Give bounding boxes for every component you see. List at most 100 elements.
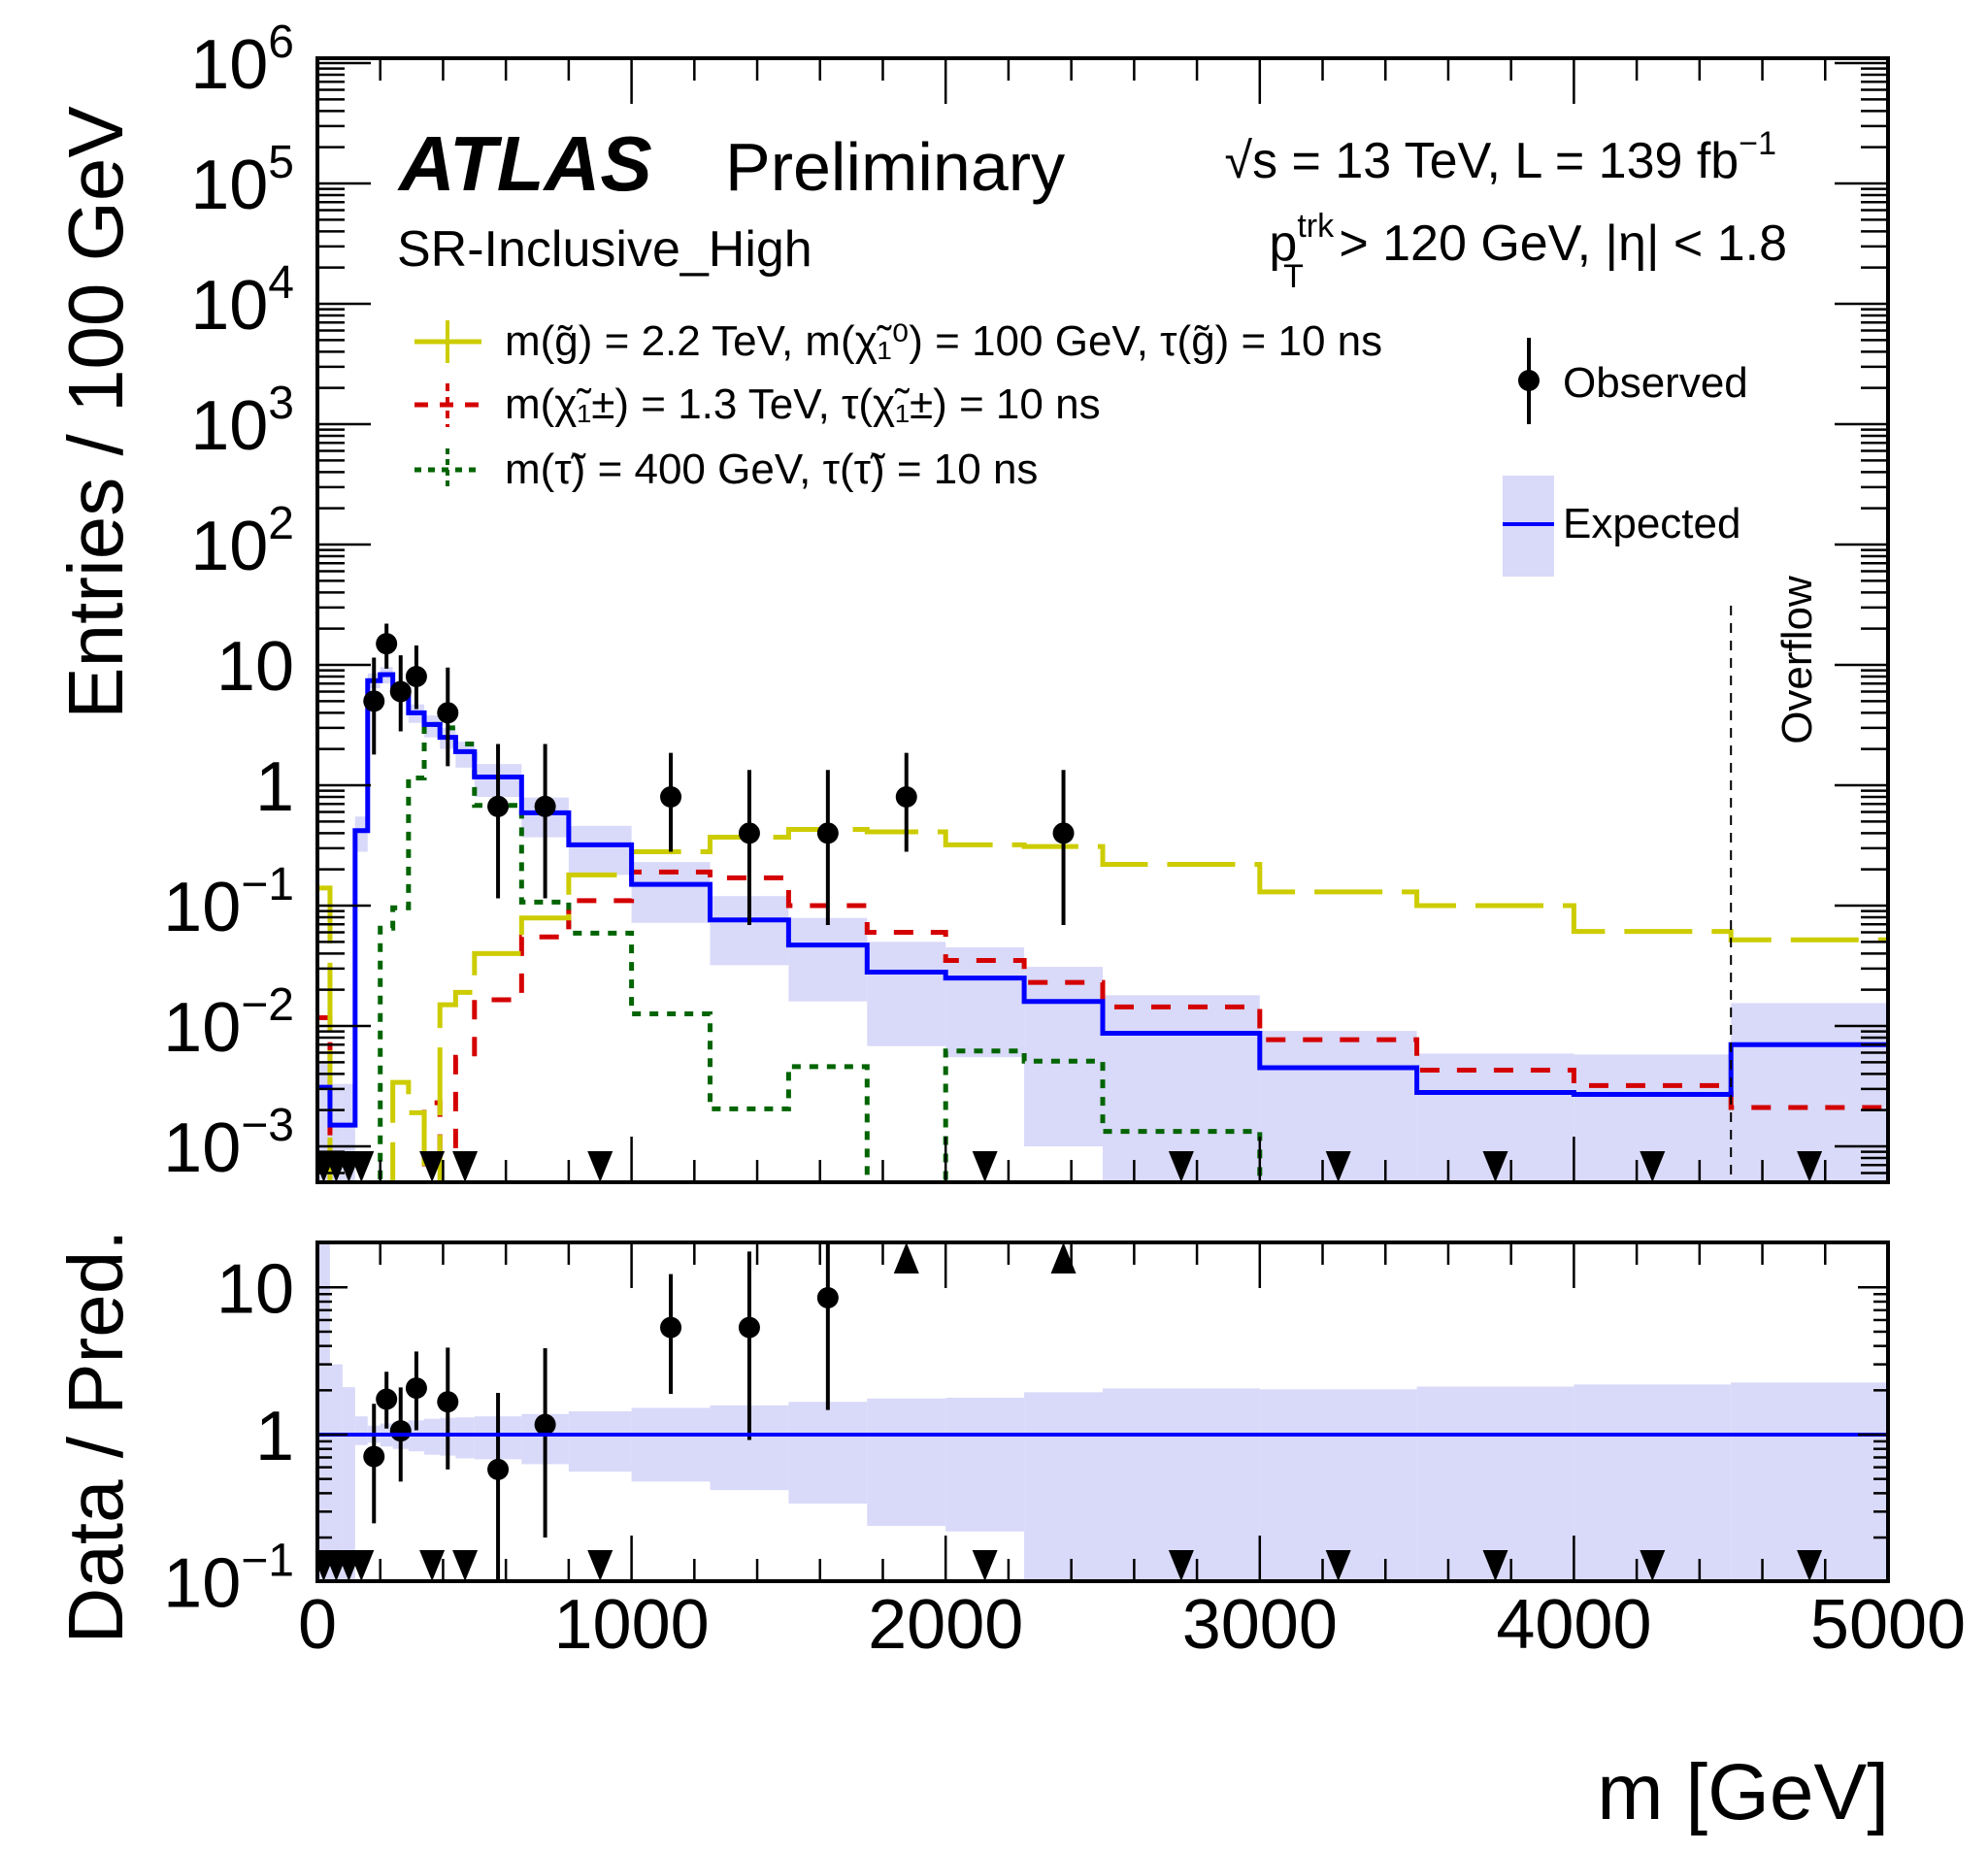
observed-point xyxy=(660,786,682,809)
tick-label-exponent: 5 xyxy=(268,137,294,188)
ratio-zero-marker xyxy=(452,1550,479,1581)
tick-label-base: 10 xyxy=(190,26,268,104)
ratio-zero-marker xyxy=(1797,1550,1823,1581)
expected-band-bin xyxy=(354,816,368,852)
main-y-tick-label: 104 xyxy=(190,257,294,345)
legend-item-gluino: m(g̃) = 2.2 TeV, m(χ̃₁⁰) = 100 GeV, τ(g̃… xyxy=(414,317,1382,365)
x-axis-title: m [GeV] xyxy=(1597,1748,1889,1836)
expected-band-bin xyxy=(945,947,1025,1058)
legend-item-chargino: m(χ̃₁±) = 1.3 TeV, τ(χ̃₁±) = 10 ns xyxy=(414,380,1101,428)
ratio-y-tick-label: 1 xyxy=(255,1398,294,1475)
energy-lumi-text: √s = 13 TeV, L = 139 fb xyxy=(1225,133,1740,189)
legend-observed-label: Observed xyxy=(1563,359,1748,407)
tick-label-base: 10 xyxy=(190,508,268,585)
observed-point xyxy=(534,795,556,817)
axis-ticks xyxy=(315,58,1890,1581)
ratio-band-bin xyxy=(867,1398,946,1527)
tick-label-exponent: −1 xyxy=(241,1536,294,1587)
x-tick-label: 4000 xyxy=(1496,1586,1651,1664)
zero-observed-marker xyxy=(348,1151,375,1182)
ratio-y-tick-label: 10−1 xyxy=(163,1536,294,1623)
ratio-band-bin xyxy=(354,1416,368,1445)
tick-label-base: 10 xyxy=(163,869,241,946)
zero-observed-marker xyxy=(587,1151,613,1182)
x-tick-label: 2000 xyxy=(868,1586,1023,1664)
legend-item-stau: m(τ̃) = 400 GeV, τ(τ̃) = 10 ns xyxy=(414,446,1038,493)
ratio-band-bin xyxy=(1103,1388,1260,1581)
lumi-exponent: −1 xyxy=(1739,125,1776,162)
x-tick-label: 3000 xyxy=(1182,1586,1338,1664)
ratio-band-bin xyxy=(329,1364,343,1581)
tick-label-base: 10 xyxy=(163,989,241,1067)
zero-observed-marker xyxy=(1640,1151,1666,1182)
tick-label-exponent: 4 xyxy=(268,257,294,309)
main-y-axis-title: Entries / 100 GeV xyxy=(52,106,139,719)
ratio-zero-marker xyxy=(1325,1550,1351,1581)
observed-point xyxy=(376,633,398,655)
ratio-band-bin xyxy=(788,1402,868,1505)
ratio-zero-marker xyxy=(972,1550,998,1581)
ratio-zero-marker xyxy=(1168,1550,1194,1581)
main-y-tick-label: 103 xyxy=(190,378,294,465)
expected-band-bin xyxy=(1024,967,1103,1146)
gluino-signal-line xyxy=(317,826,1888,1182)
ratio-point xyxy=(738,1316,760,1339)
region-label: SR-Inclusive_High xyxy=(397,221,812,278)
ratio-y-tick-label: 10 xyxy=(216,1250,294,1328)
x-tick-label: 1000 xyxy=(554,1586,710,1664)
ratio-point xyxy=(376,1388,398,1410)
legend-item-observed: Observed xyxy=(1518,338,1748,424)
ratio-band-bin xyxy=(424,1418,441,1455)
legend-item-expected: Expected xyxy=(1503,476,1740,577)
observed-point xyxy=(363,690,385,712)
main-y-tick-label: 10−3 xyxy=(163,1100,294,1187)
expected-band-bin xyxy=(568,825,632,876)
cut-sub: T xyxy=(1283,258,1304,295)
expected-band-bin xyxy=(867,942,946,1046)
main-y-tick-label: 102 xyxy=(190,498,294,585)
main-y-tick-label: 10−1 xyxy=(163,859,294,946)
zero-observed-marker xyxy=(1168,1151,1194,1182)
main-plot-area xyxy=(317,623,1888,1182)
observed-point xyxy=(487,795,510,817)
legend-gluino-label: m(g̃) = 2.2 TeV, m(χ̃₁⁰) = 100 GeV, τ(g̃… xyxy=(505,317,1382,365)
tick-label-exponent: 6 xyxy=(268,17,294,68)
tick-label-base: 10 xyxy=(190,147,268,224)
ratio-point xyxy=(534,1413,556,1436)
main-panel xyxy=(317,606,1888,1182)
ratio-band-bin xyxy=(1574,1384,1732,1581)
ratio-point xyxy=(389,1420,412,1442)
ratio-y-axis-title: Data / Pred. xyxy=(52,1230,139,1644)
ratio-offscale-up-marker xyxy=(1050,1242,1077,1273)
ratio-band-bin xyxy=(1731,1382,1888,1581)
tick-label-exponent: −3 xyxy=(241,1100,294,1151)
ratio-point xyxy=(405,1377,427,1400)
ratio-zero-marker xyxy=(1482,1550,1508,1581)
expected-band-bin xyxy=(788,917,868,1002)
observed-point xyxy=(738,822,760,844)
legend-stau-label: m(τ̃) = 400 GeV, τ(τ̃) = 10 ns xyxy=(505,446,1038,493)
ratio-zero-marker xyxy=(1640,1550,1666,1581)
tick-label-base: 10 xyxy=(190,387,268,465)
tick-label-base: 10 xyxy=(190,267,268,345)
tick-label-base: 10 xyxy=(216,628,294,706)
legend: m(g̃) = 2.2 TeV, m(χ̃₁⁰) = 100 GeV, τ(g̃… xyxy=(414,317,1748,577)
ratio-zero-marker xyxy=(348,1550,375,1581)
overflow-label: Overflow xyxy=(1773,576,1821,744)
main-y-tick-label: 106 xyxy=(190,17,294,104)
tick-label-base: 10 xyxy=(163,1545,241,1623)
tick-label-exponent: 3 xyxy=(268,378,294,429)
zero-observed-marker xyxy=(452,1151,479,1182)
zero-observed-marker xyxy=(1482,1151,1508,1182)
tick-label-base: 1 xyxy=(255,1398,294,1475)
ratio-band-bin xyxy=(1259,1389,1417,1581)
ratio-point xyxy=(363,1445,385,1468)
tick-label-base: 10 xyxy=(163,1109,241,1187)
expected-line xyxy=(317,672,1888,1128)
ratio-frame xyxy=(315,1240,1890,1583)
ratio-offscale-up-marker xyxy=(893,1242,919,1273)
ratio-zero-marker xyxy=(419,1550,446,1581)
zero-observed-marker xyxy=(419,1151,446,1182)
main-y-tick-label: 1 xyxy=(255,748,294,826)
